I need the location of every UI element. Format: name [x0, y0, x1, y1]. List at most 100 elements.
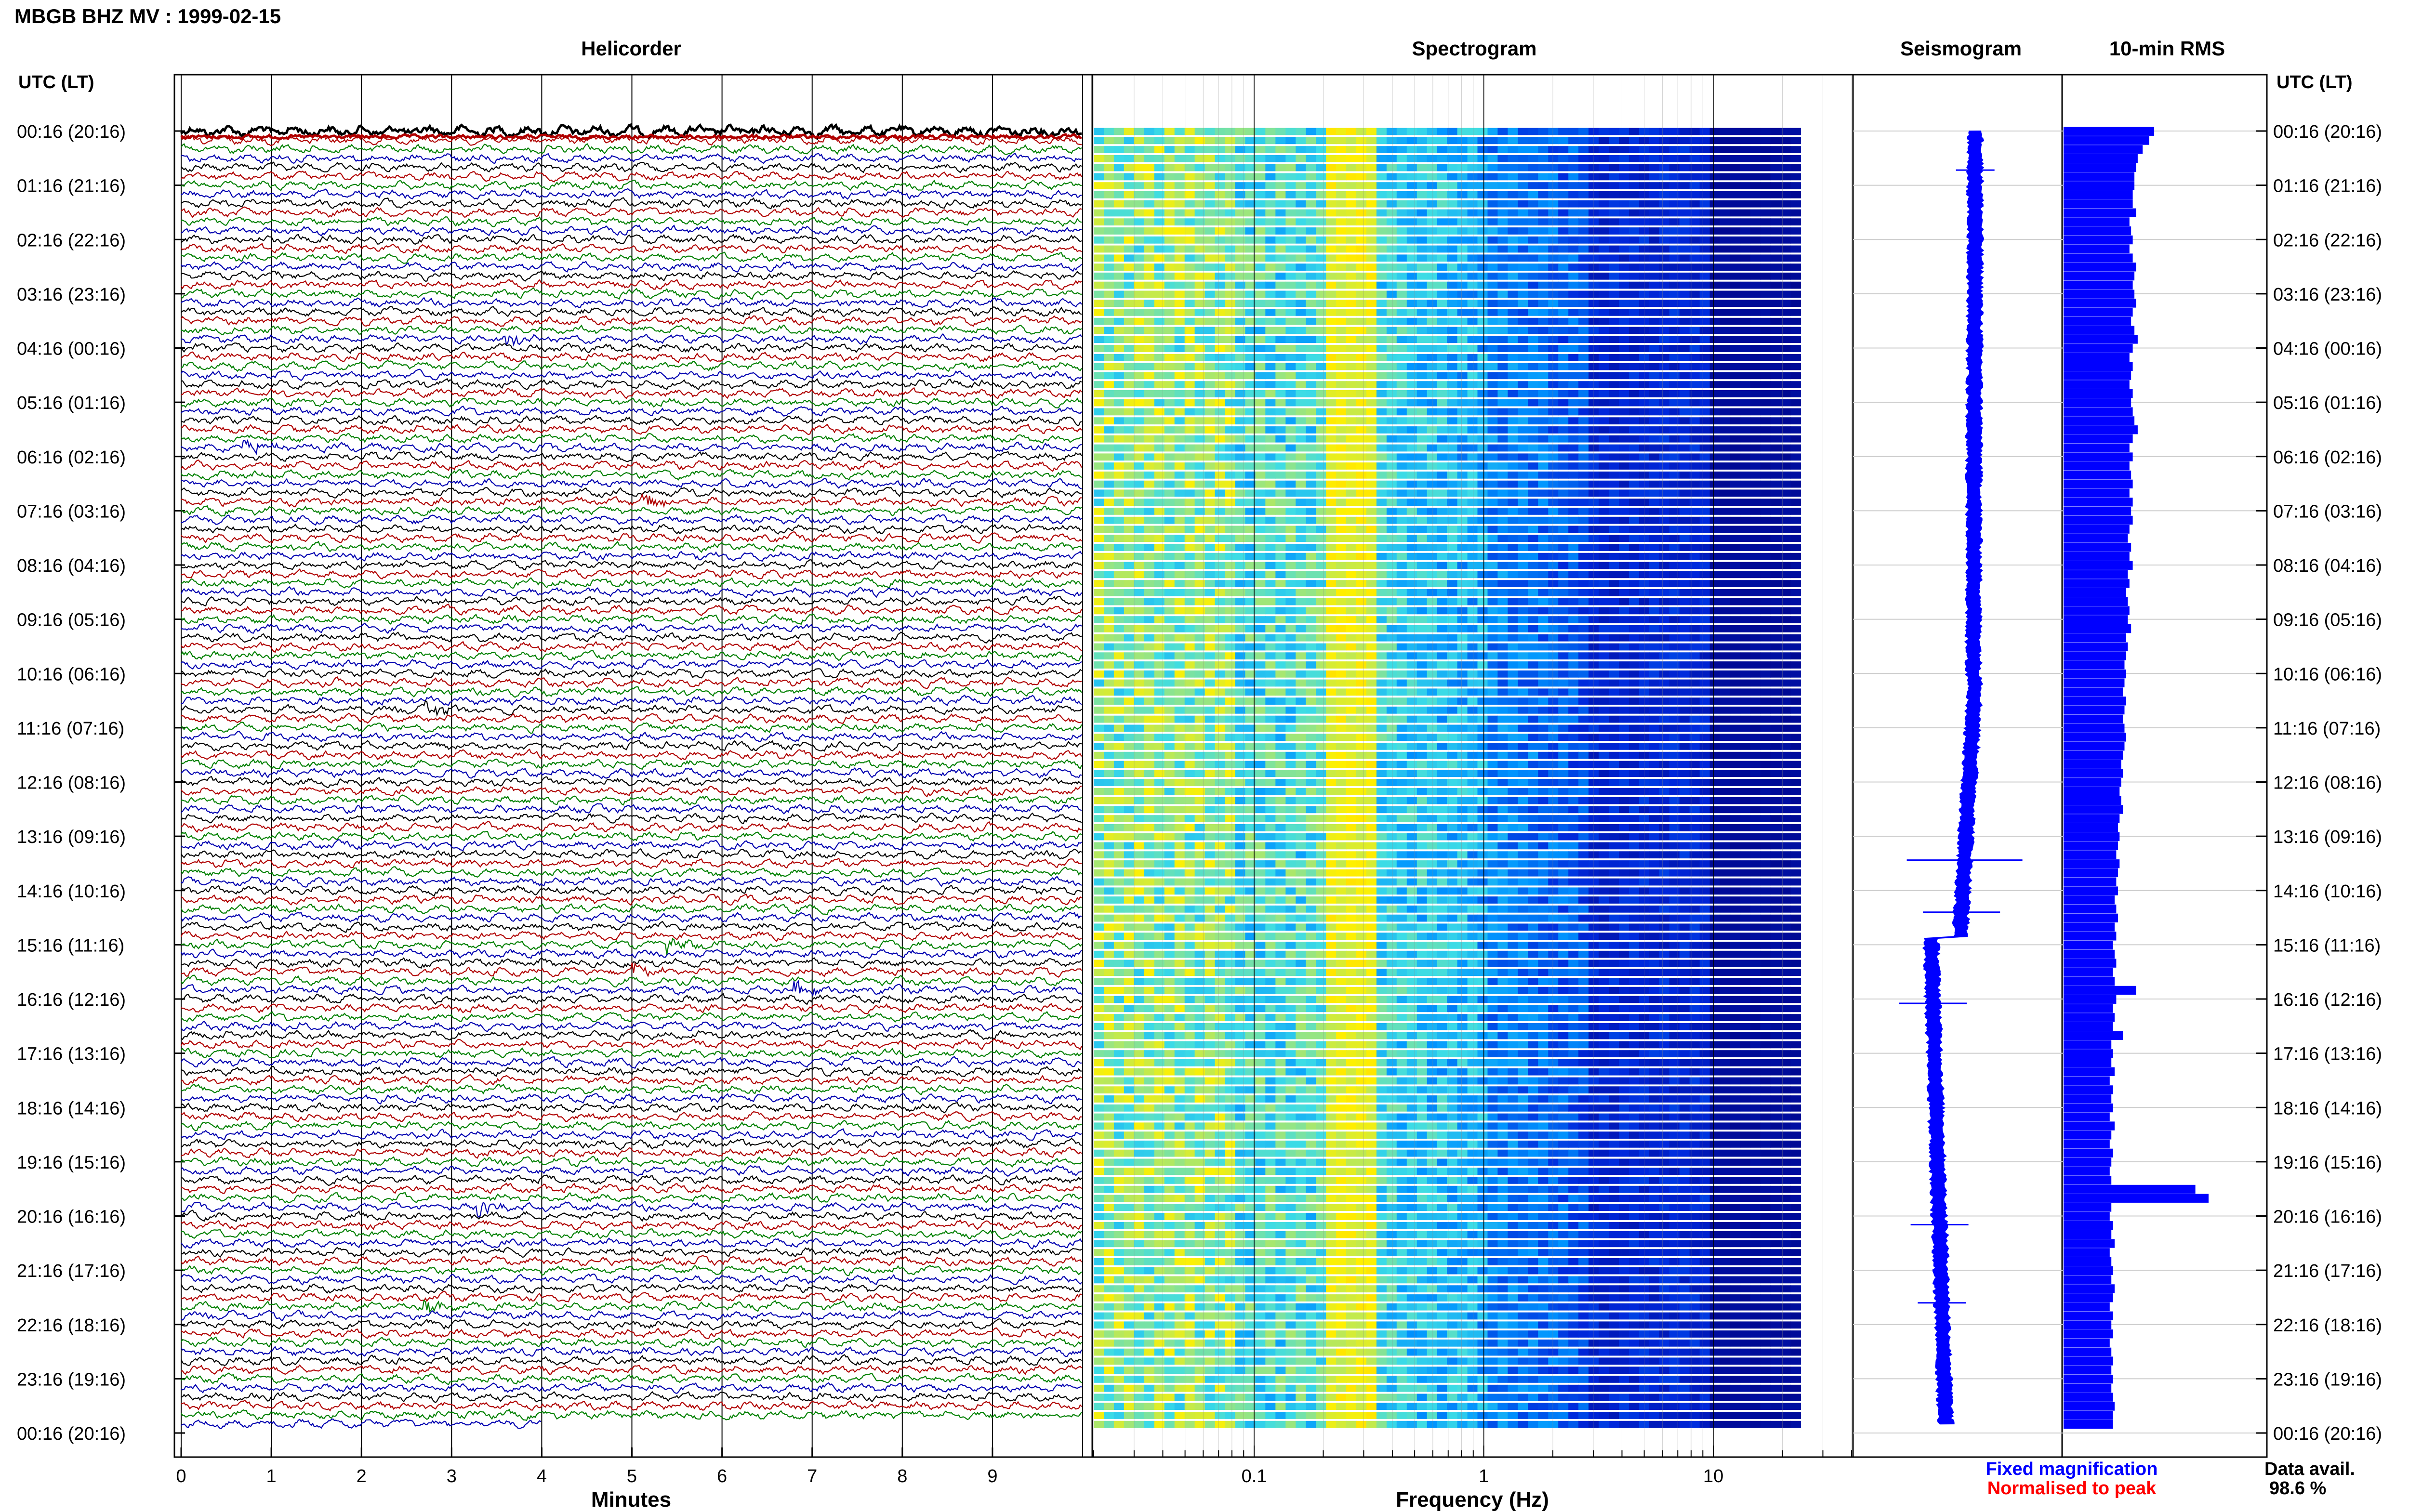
- spectrogram-cell: [1113, 453, 1125, 461]
- spectrogram-cell: [1346, 607, 1357, 615]
- spectrogram-cell: [1275, 363, 1286, 370]
- spectrogram-cell: [1225, 679, 1236, 687]
- spectrogram-cell: [1336, 281, 1347, 289]
- spectrogram-cell: [1235, 435, 1246, 443]
- spectrogram-cell: [1437, 146, 1448, 153]
- spectrogram-cell: [1770, 317, 1781, 325]
- spectrogram-cell: [1750, 426, 1761, 434]
- spectrogram-cell: [1720, 616, 1731, 623]
- spectrogram-cell: [1396, 598, 1407, 605]
- spectrogram-cell: [1255, 508, 1266, 515]
- spectrogram-cell: [1376, 191, 1387, 198]
- spectrogram-cell: [1548, 390, 1559, 397]
- spectrogram-cell: [1659, 598, 1670, 605]
- spectrogram-cell: [1508, 444, 1518, 452]
- spectrogram-cell: [1588, 281, 1599, 289]
- spectrogram-cell: [1790, 634, 1801, 642]
- spectrogram-cell: [1285, 462, 1296, 470]
- spectrogram-cell: [1628, 552, 1640, 560]
- helicorder-trace: [181, 730, 1082, 743]
- spectrogram-cell: [1245, 155, 1256, 162]
- spectrogram-cell: [1467, 354, 1478, 361]
- helicorder-trace: [181, 613, 1082, 625]
- spectrogram-cell: [1094, 643, 1104, 651]
- spectrogram-cell: [1750, 453, 1761, 461]
- helicorder-trace: [181, 551, 1082, 562]
- spectrogram-cell: [1316, 254, 1326, 262]
- spectrogram-cell: [1538, 444, 1549, 452]
- spectrogram-cell: [1477, 715, 1488, 723]
- spectrogram-cell: [1477, 200, 1488, 208]
- spectrogram-cell: [1548, 209, 1559, 217]
- spectrogram-cell: [1487, 688, 1498, 696]
- spectrogram-cell: [1689, 254, 1700, 262]
- spectrogram-cell: [1730, 209, 1741, 217]
- spectrogram-cell: [1437, 155, 1448, 162]
- spectrogram-cell: [1528, 562, 1538, 569]
- spectrogram-cell: [1245, 526, 1256, 533]
- spectrogram-cell: [1113, 598, 1125, 605]
- spectrogram-cell: [1204, 688, 1216, 696]
- spectrogram-cell: [1356, 191, 1367, 198]
- spectrogram-cell: [1326, 679, 1337, 687]
- spectrogram-cell: [1709, 715, 1721, 723]
- spectrogram-cell: [1750, 309, 1761, 316]
- spectrogram-cell: [1649, 598, 1660, 605]
- spectrogram-cell: [1326, 254, 1337, 262]
- spectrogram-cell: [1427, 688, 1438, 696]
- spectrogram-cell: [1184, 390, 1195, 397]
- helicorder-trace: [181, 134, 1082, 146]
- spectrogram-cell: [1376, 480, 1387, 488]
- spectrogram-cell: [1619, 724, 1629, 732]
- spectrogram-cell: [1457, 697, 1468, 705]
- spectrogram-cell: [1326, 552, 1337, 560]
- spectrogram-cell: [1194, 191, 1205, 198]
- spectrogram-cell: [1437, 372, 1448, 380]
- spectrogram-cell: [1770, 381, 1781, 388]
- spectrogram-cell: [1578, 146, 1589, 153]
- spectrogram-cell: [1396, 661, 1407, 669]
- spectrogram-cell: [1285, 552, 1296, 560]
- spectrogram-cell: [1416, 652, 1428, 660]
- spectrogram-cell: [1467, 254, 1478, 262]
- spectrogram-cell: [1790, 254, 1801, 262]
- spectrogram-cell: [1316, 245, 1326, 253]
- spectrogram-cell: [1255, 480, 1266, 488]
- spectrogram-cell: [1174, 137, 1185, 145]
- spectrogram-cell: [1164, 408, 1175, 416]
- spectrogram-cell: [1538, 146, 1549, 153]
- spectrogram-cell: [1184, 327, 1195, 334]
- spectrogram-cell: [1790, 327, 1801, 334]
- spectrogram-cell: [1487, 336, 1498, 343]
- spectrogram-cell: [1265, 724, 1276, 732]
- spectrogram-cell: [1760, 209, 1771, 217]
- spectrogram-cell: [1437, 435, 1448, 443]
- spectrogram-cell: [1609, 218, 1619, 226]
- spectrogram-cell: [1113, 309, 1125, 316]
- spectrogram-cell: [1508, 471, 1518, 479]
- spectrogram-cell: [1477, 408, 1488, 416]
- spectrogram-cell: [1599, 254, 1609, 262]
- spectrogram-cell: [1235, 290, 1246, 298]
- helicorder-trace: [181, 1156, 1082, 1168]
- spectrogram-cell: [1518, 290, 1528, 298]
- spectrogram-cell: [1194, 281, 1205, 289]
- spectrogram-cell: [1780, 589, 1791, 596]
- spectrogram-cell: [1416, 417, 1428, 425]
- spectrogram-cell: [1628, 607, 1640, 615]
- spectrogram-cell: [1164, 715, 1175, 723]
- spectrogram-cell: [1356, 598, 1367, 605]
- spectrogram-cell: [1659, 345, 1670, 352]
- spectrogram-cell: [1699, 354, 1710, 361]
- spectrogram-cell: [1730, 164, 1741, 171]
- spectrogram-cell: [1467, 589, 1478, 596]
- spectrogram-cell: [1437, 679, 1448, 687]
- spectrogram-cell: [1568, 309, 1579, 316]
- spectrogram-cell: [1790, 453, 1801, 461]
- spectrogram-cell: [1790, 462, 1801, 470]
- spectrogram-cell: [1720, 372, 1731, 380]
- spectrogram-cell: [1346, 218, 1357, 226]
- spectrogram-cell: [1134, 345, 1145, 352]
- spectrogram-cell: [1376, 317, 1387, 325]
- spectrogram-cell: [1174, 688, 1185, 696]
